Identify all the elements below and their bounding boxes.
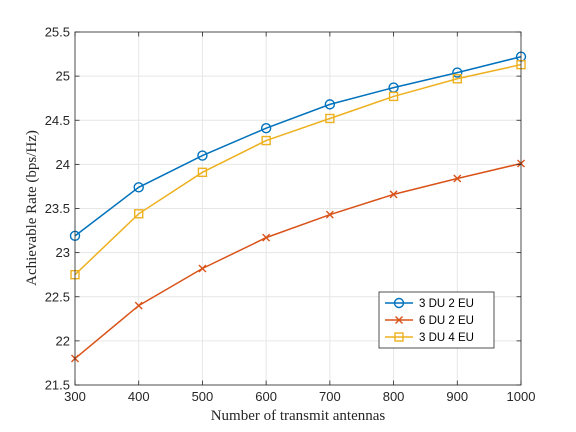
data-point bbox=[452, 74, 462, 84]
data-point bbox=[197, 167, 208, 178]
data-point bbox=[452, 67, 463, 78]
y-tick-label: 24 bbox=[56, 157, 70, 172]
x-axis-title: Number of transmit antennas bbox=[211, 408, 386, 424]
y-tick-label: 22.5 bbox=[45, 289, 70, 304]
data-point bbox=[260, 122, 272, 134]
data-point bbox=[324, 99, 336, 110]
y-tick-label: 22 bbox=[56, 333, 70, 348]
x-marker-stroke bbox=[389, 190, 398, 199]
y-tick-label: 25.5 bbox=[45, 25, 70, 40]
series-line bbox=[74, 162, 522, 360]
x-tick-label: 400 bbox=[128, 389, 150, 404]
data-point bbox=[134, 209, 144, 219]
x-tick-label: 700 bbox=[319, 389, 341, 404]
legend-label: 3 DU 2 EU bbox=[419, 298, 474, 310]
legend: 3 DU 2 EU 6 DU 2 EU 3 DU 4 EU bbox=[378, 291, 495, 349]
y-tick-label: 23.5 bbox=[45, 201, 70, 216]
legend-entry: 6 DU 2 EU bbox=[385, 315, 474, 327]
data-point bbox=[134, 301, 143, 310]
axis-ticks: 300 400 500 600 700 800 900 1000 21.5 22 22.5 23 23.… bbox=[45, 25, 536, 405]
data-point bbox=[389, 190, 398, 199]
y-tick-label: 25 bbox=[56, 69, 70, 84]
x-tick-label: 600 bbox=[255, 389, 277, 404]
data-point bbox=[325, 210, 334, 219]
data-point bbox=[133, 182, 144, 193]
series-6-du-2-eu bbox=[71, 159, 525, 363]
x-marker-stroke bbox=[134, 301, 143, 310]
legend-entry: 3 DU 4 EU bbox=[385, 332, 474, 344]
x-marker-stroke bbox=[198, 264, 207, 273]
data-point bbox=[198, 264, 207, 273]
data-point bbox=[388, 91, 399, 102]
y-tick-label: 24.5 bbox=[45, 113, 70, 128]
x-tick-label: 900 bbox=[446, 389, 468, 404]
x-marker-stroke bbox=[395, 316, 403, 324]
x-tick-label: 800 bbox=[383, 389, 405, 404]
legend-entry: 3 DU 2 EU bbox=[385, 297, 474, 310]
x-marker-stroke bbox=[325, 210, 334, 219]
x-tick-label: 500 bbox=[192, 389, 214, 404]
series-line bbox=[74, 55, 522, 237]
x-tick-label: 300 bbox=[64, 389, 86, 404]
legend-marker bbox=[393, 297, 405, 309]
data-point bbox=[325, 113, 335, 124]
x-tick-label: 1000 bbox=[507, 389, 536, 404]
data-point bbox=[261, 135, 271, 146]
data-point bbox=[453, 174, 462, 183]
data-point bbox=[262, 233, 271, 242]
legend-label: 6 DU 2 EU bbox=[419, 315, 474, 327]
legend-marker bbox=[395, 316, 403, 324]
y-tick-label: 23 bbox=[56, 245, 70, 260]
legend-marker bbox=[394, 332, 404, 342]
series-line bbox=[74, 63, 522, 276]
y-tick-label: 21.5 bbox=[45, 378, 70, 393]
x-marker-stroke bbox=[262, 233, 271, 242]
x-marker-stroke bbox=[453, 174, 462, 183]
legend-label: 3 DU 4 EU bbox=[419, 332, 474, 344]
data-point bbox=[197, 150, 208, 161]
y-axis-title: Achievable Rate (bps/Hz) bbox=[24, 130, 40, 286]
